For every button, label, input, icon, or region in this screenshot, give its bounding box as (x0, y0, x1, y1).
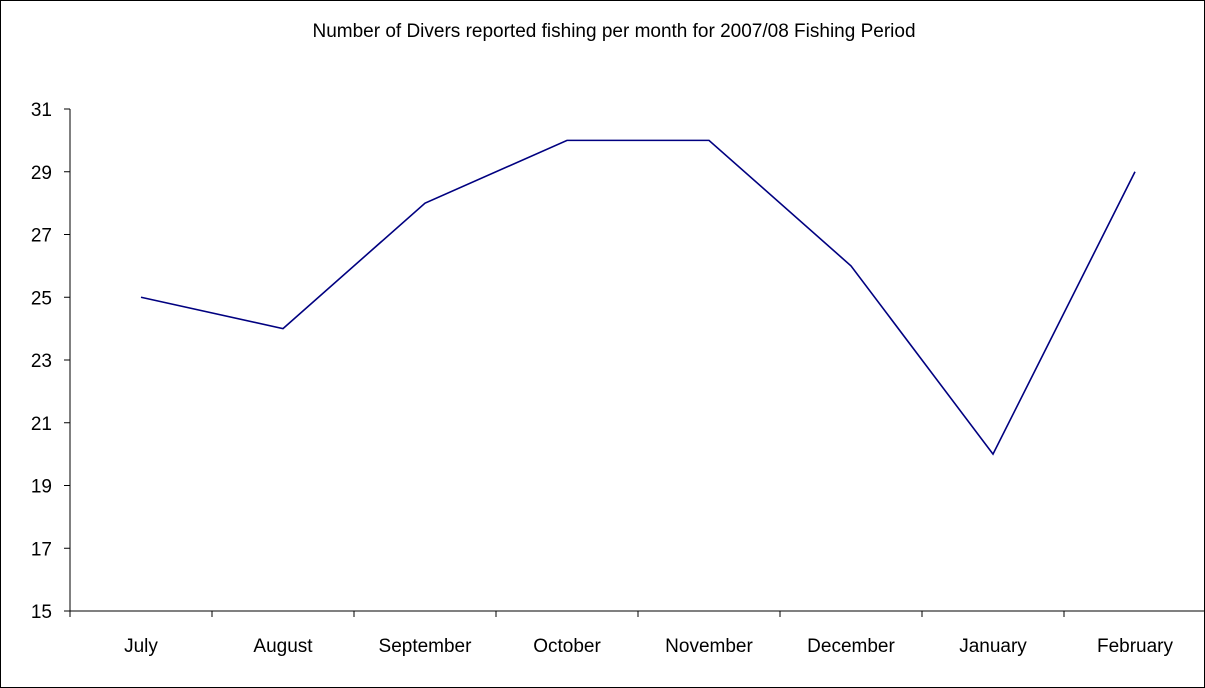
y-tick-label: 15 (31, 602, 52, 623)
y-tick-label: 21 (31, 414, 52, 435)
y-tick-label: 31 (31, 100, 52, 121)
x-axis: July August September October November Decemb… (64, 610, 1205, 657)
series-group (140, 139, 1136, 456)
y-axis: 15 17 19 21 23 25 27 29 31 (31, 100, 71, 623)
x-tick-label: November (665, 636, 753, 657)
y-tick-label: 27 (31, 226, 52, 247)
chart-title: Number of Divers reported fishing per mo… (312, 21, 915, 42)
y-tick-label: 23 (31, 351, 52, 372)
y-tick-label: 17 (31, 539, 52, 560)
x-tick-label: October (533, 636, 601, 657)
y-tick-label: 29 (31, 163, 52, 184)
x-tick-label: January (959, 636, 1027, 657)
x-tick-label: December (807, 636, 895, 657)
x-tick-label: July (124, 636, 158, 657)
x-tick-label: September (379, 636, 473, 657)
x-tick-label: August (253, 636, 313, 657)
x-tick-label: February (1097, 636, 1174, 657)
y-tick-label: 19 (31, 477, 52, 498)
series-line (140, 139, 1136, 456)
y-tick-label: 25 (31, 288, 52, 309)
